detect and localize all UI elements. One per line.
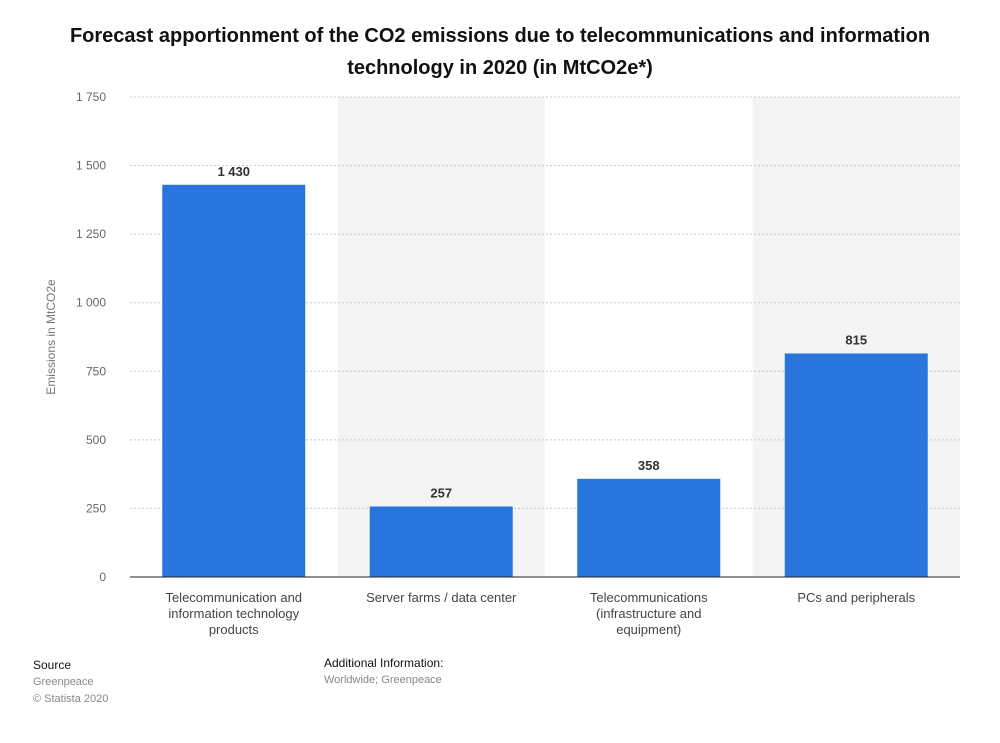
x-tick-label: Server farms / data center [366, 590, 517, 605]
chart-title: Forecast apportionment of the CO2 emissi… [69, 25, 931, 79]
source-heading: Source [33, 658, 72, 672]
category-band [337, 97, 545, 577]
additional-info-block: Additional Information: Worldwide; Green… [324, 655, 443, 689]
y-tick-label: 750 [86, 364, 106, 378]
y-axis-label: Emissions in MtCO2e [44, 279, 58, 395]
bar [369, 506, 513, 577]
x-tick-label: products [209, 622, 259, 637]
x-tick-label: equipment) [616, 622, 681, 637]
x-tick-label: (infrastructure and [596, 606, 702, 621]
bar-chart: 0 250 500 750 1 000 1 250 1 500 1 750 Emissions … [44, 90, 960, 637]
y-tick-label: 1 500 [76, 159, 106, 173]
bar [577, 478, 721, 577]
y-tick-label: 1 000 [76, 296, 106, 310]
x-tick-label: Telecommunications [590, 590, 708, 605]
bar-value-label: 257 [430, 486, 452, 501]
bar [162, 184, 306, 577]
x-tick-label: Telecommunication and [165, 590, 302, 605]
bar [784, 353, 928, 577]
x-tick-label: information technology [168, 606, 299, 621]
x-tick-label: PCs and peripherals [797, 590, 915, 605]
y-tick-label: 500 [86, 433, 106, 447]
y-tick-label: 250 [86, 501, 106, 515]
additional-info-heading: Additional Information: [324, 656, 444, 670]
y-tick-label: 1 750 [76, 90, 106, 104]
bar-value-label: 1 430 [217, 164, 250, 179]
copyright-text: © Statista 2020 [33, 693, 109, 705]
y-tick-label: 0 [99, 570, 106, 584]
bar-value-label: 815 [845, 332, 867, 347]
additional-info-text: Worldwide; Greenpeace [324, 674, 442, 686]
bar-value-label: 358 [638, 458, 660, 473]
source-text[interactable]: Greenpeace [33, 676, 94, 688]
y-tick-label: 1 250 [76, 227, 106, 241]
source-block: Source Greenpeace © Statista 2020 [33, 657, 108, 708]
